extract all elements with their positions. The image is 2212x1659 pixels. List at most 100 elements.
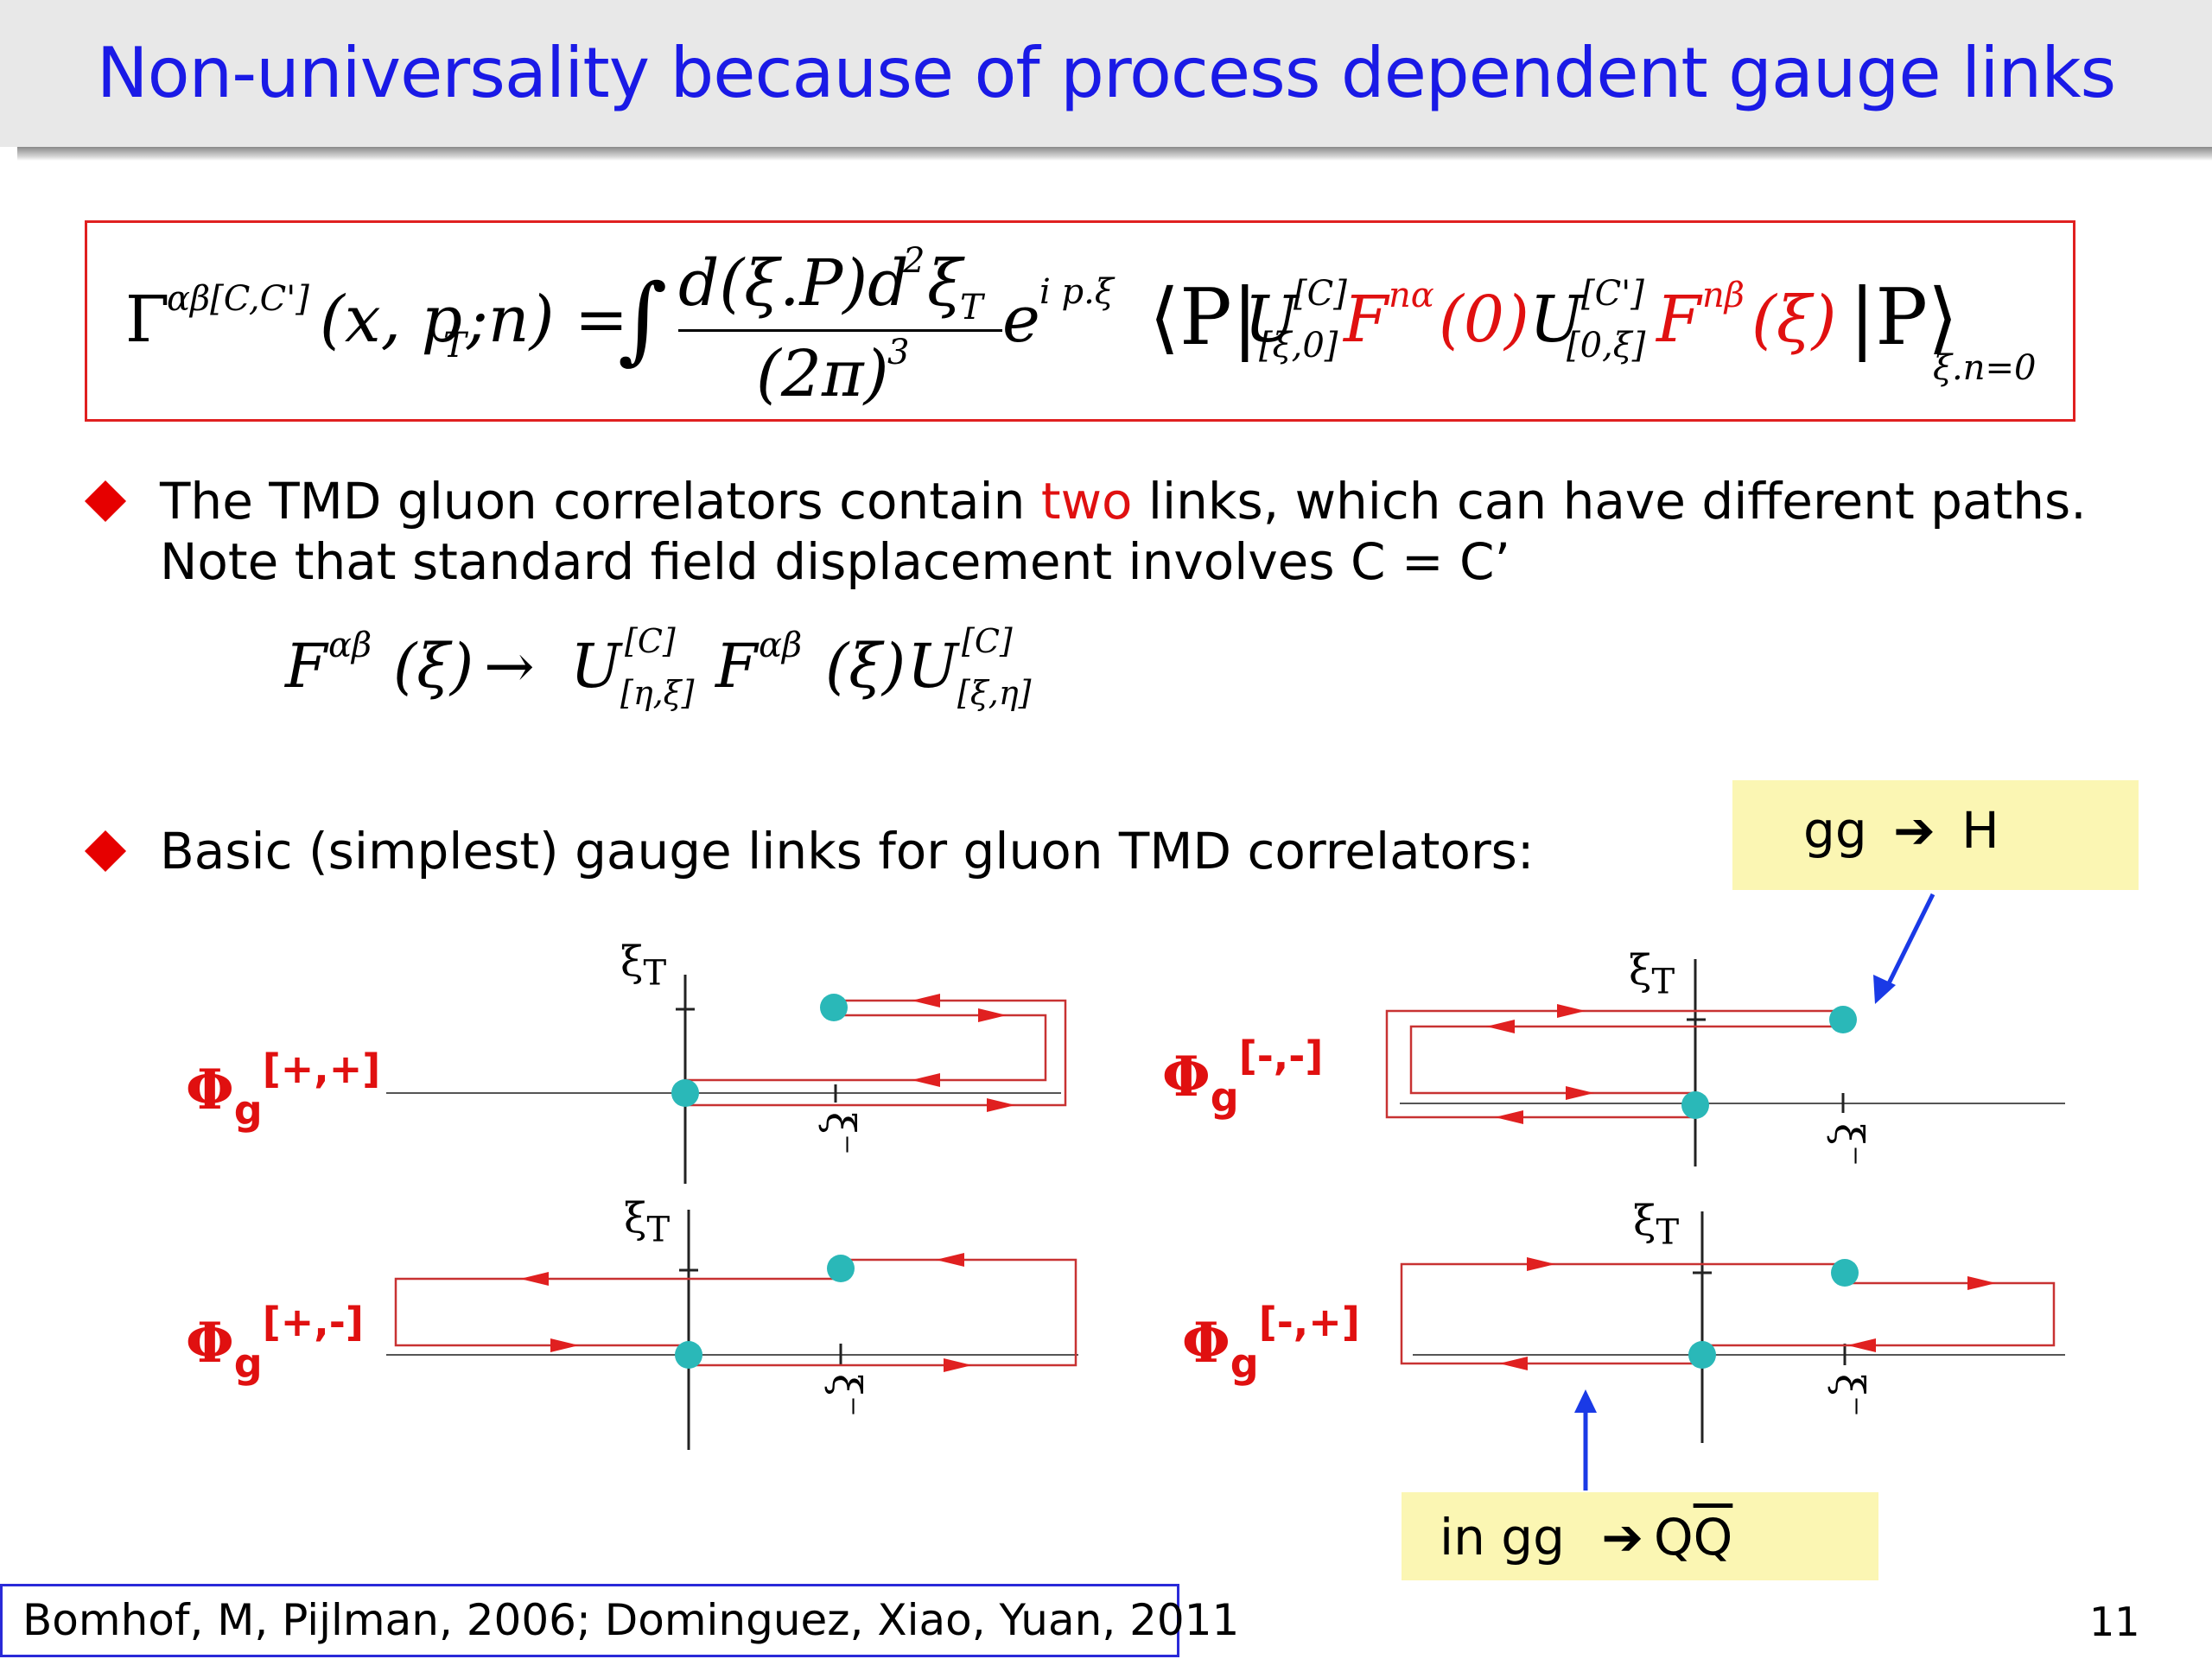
callout-higgs: gg ➔ H (1732, 780, 2139, 890)
formula-args-end: ;n) = (467, 283, 628, 357)
endpoint-dot (1829, 1006, 1857, 1033)
displacement-formula: F αβ (ξ) → U [C] [η,ξ] F αβ (ξ) U [C] [ξ… (285, 622, 1063, 726)
disp-u2-sub: [ξ,η] (957, 674, 1032, 712)
disp-f2: F (715, 631, 758, 702)
disp-f2-sup: αβ (759, 626, 803, 665)
axis-label-xi-minus: ξ⁻ (1826, 1123, 1872, 1166)
bullet-1-line-1a: The TMD gluon correlators contain (160, 472, 1041, 531)
axis-label-xi-t: ξT (624, 1194, 671, 1250)
path-arrow (912, 994, 940, 1007)
diagram-minus-plus (1400, 1211, 2065, 1443)
link-u1: U (1244, 283, 1299, 357)
phi-label-minus-plus: Φg[-,+] (1182, 1299, 1360, 1387)
path-arrow (550, 1338, 579, 1352)
endpoint-dot (1831, 1259, 1859, 1287)
field-f2: F (1656, 283, 1701, 357)
path-arrow (1499, 1357, 1528, 1370)
path-arrow (936, 1253, 964, 1267)
field-f1-sup: nα (1389, 276, 1434, 315)
axis-label-xi-minus: ξ⁻ (1827, 1374, 1873, 1417)
formula-args: (x, p (320, 283, 463, 357)
right-arrow-icon: ➔ (1893, 801, 1936, 860)
formula-gamma-sup: αβ[C,C'] (167, 279, 309, 319)
disp-u1: U (570, 631, 621, 702)
axis-label-xi-t: ξT (1633, 1197, 1680, 1253)
path-arrow (1486, 1020, 1515, 1033)
bra: ⟨P| (1149, 272, 1258, 363)
fraction-numerator-sup: 2 (903, 241, 925, 281)
disp-arg2: (ξ) (825, 631, 906, 702)
fraction-denominator-sup: 3 (887, 333, 910, 372)
diagram-minus-minus (1385, 959, 2065, 1166)
fraction-numerator-sub: T (960, 288, 983, 327)
disp-u1-sup: [C] (625, 622, 676, 660)
fraction-numerator: d(ξ.P)d (678, 246, 909, 321)
phi-label-plus-plus: Φg[+,+] (186, 1046, 381, 1134)
path-arrow (1557, 1004, 1586, 1018)
path-arrow (978, 1008, 1007, 1022)
right-arrow-icon: ➔ (1601, 1508, 1643, 1567)
disp-arg: (ξ) (393, 631, 474, 702)
origin-dot (1688, 1341, 1716, 1369)
diagram-plus-minus (386, 1210, 1078, 1450)
field-f2-arg: (ξ) (1751, 283, 1837, 357)
path-arrow (912, 1073, 940, 1087)
reference-text: Bomhof, M, Pijlman, 2006; Dominguez, Xia… (22, 1595, 1240, 1645)
origin-dot (1681, 1091, 1709, 1119)
path-arrow (520, 1272, 549, 1286)
reference-box (0, 1584, 1179, 1657)
ket: |P⟩ (1849, 272, 1958, 363)
field-f2-sup: nβ (1702, 276, 1745, 315)
bullet-1-highlight: two (1040, 472, 1133, 531)
exp-sup: i p.ξ (1039, 272, 1114, 312)
fraction-numerator-xi: ξ (927, 246, 963, 321)
origin-dot (675, 1341, 702, 1369)
page-number: 11 (2089, 1599, 2140, 1645)
path-arrow (987, 1098, 1015, 1112)
link-u2-sup: [C'] (1581, 274, 1644, 314)
axis-label-xi-t: ξT (1629, 946, 1675, 1002)
callout-higgs-final: H (1961, 801, 1999, 860)
blue-arrow-higgs (1873, 893, 1936, 1004)
link-u2: U (1529, 283, 1584, 357)
fraction-denominator: (2π) (756, 337, 889, 411)
field-f1: F (1344, 283, 1389, 357)
link-u1-sub: [ξ,0] (1259, 326, 1338, 365)
disp-f: F (285, 631, 327, 702)
path-arrow (944, 1358, 972, 1372)
bullet-1-line-1b: links, which can have different paths. (1132, 472, 2087, 531)
disp-u2: U (907, 631, 958, 702)
disp-f-sup: αβ (328, 626, 372, 665)
callout-qqbar-quark: Q (1654, 1508, 1694, 1567)
bullet-2-text: Basic (simplest) gauge links for gluon T… (160, 822, 1535, 880)
callout-qqbar-antiquark: Q (1693, 1508, 1733, 1567)
axis-label-xi-minus: ξ⁻ (817, 1112, 864, 1155)
title-bar (0, 0, 2212, 147)
callout-qqbar: in gg ➔ QQ (1402, 1492, 1878, 1580)
diagram-plus-plus (386, 975, 1067, 1184)
disp-arrow: → (484, 631, 535, 702)
path-arrow (1495, 1110, 1523, 1124)
endpoint-dot (820, 994, 848, 1021)
callout-higgs-initial: gg (1803, 801, 1867, 860)
formula-gamma: Γ (125, 283, 170, 357)
link-u2-sub: [0,ξ] (1567, 326, 1646, 365)
bullet-1-line-2: Note that standard field displacement in… (160, 532, 1510, 591)
callout-qqbar-initial: in gg (1440, 1508, 1565, 1567)
disp-u1-sub: [η,ξ] (620, 674, 695, 712)
endpoint-dot (827, 1255, 855, 1282)
axis-label-xi-t: ξT (620, 938, 667, 994)
path-arrow (1967, 1276, 1996, 1290)
correlator-formula: Γ αβ[C,C'] (x, p T ;n) = ∫ d(ξ.P)d 2 ξ T… (125, 241, 2061, 411)
phi-label-minus-minus: Φg[-,-] (1162, 1033, 1324, 1121)
blue-arrow-qqbar (1574, 1389, 1597, 1491)
path-arrow (1527, 1257, 1555, 1271)
link-u1-sup: [C] (1294, 274, 1347, 314)
exp-base: e (1002, 283, 1040, 357)
path-arrow (1566, 1086, 1594, 1100)
fraction-bar (678, 329, 1002, 332)
bullet-1-text: The TMD gluon correlators contain two li… (160, 471, 2087, 592)
integral-sign: ∫ (618, 264, 668, 374)
slide-title: Non-universality because of process depe… (96, 33, 2116, 113)
